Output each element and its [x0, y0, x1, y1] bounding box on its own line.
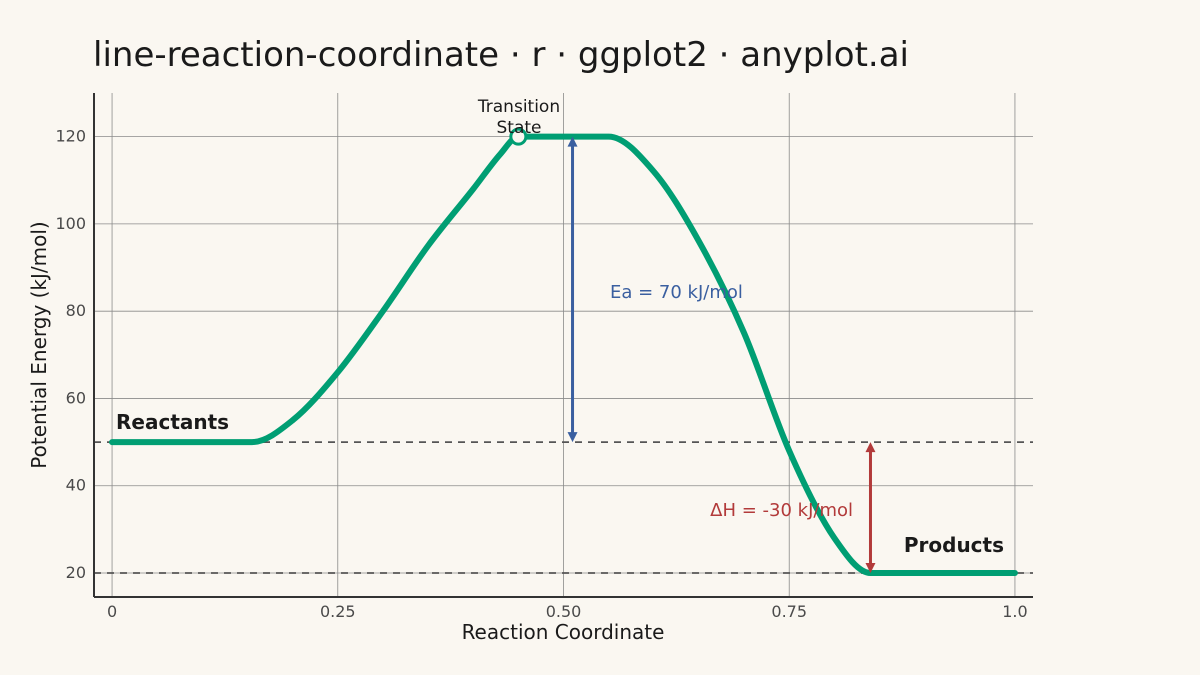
y-tick-label: 20 [66, 563, 86, 582]
reactants-label: Reactants [116, 410, 229, 434]
series [109, 127, 1018, 577]
y-tick-label: 40 [66, 476, 86, 495]
activation-energy-label: Ea = 70 kJ/mol [610, 282, 743, 303]
transition-state-label-line2: State [497, 118, 542, 138]
axes [93, 93, 1033, 598]
x-tick-label: 0 [107, 602, 117, 621]
x-tick-label: 0.50 [546, 602, 582, 621]
y-tick-label: 80 [66, 301, 86, 320]
enthalpy-change-arrow-head-top [865, 442, 876, 453]
x-tick-label: 0.25 [320, 602, 356, 621]
activation-energy-arrow-head-bottom [567, 432, 578, 443]
grid [94, 93, 1033, 597]
transition-state-marker [509, 127, 528, 146]
y-tick-label: 60 [66, 388, 86, 407]
enthalpy-change-arrow-head-bottom [865, 563, 876, 573]
activation-energy-arrow-head-top [567, 136, 578, 147]
y-tick-label: 100 [55, 214, 86, 233]
energy-curve [109, 133, 1018, 577]
y-axis-title: Potential Energy (kJ/mol) [27, 221, 51, 468]
tick-labels: 0 0.25 0.50 0.75 1.0 20 40 60 80 100 120 [55, 127, 1027, 621]
enthalpy-change-label: ΔH = -30 kJ/mol [710, 500, 853, 521]
x-axis-title: Reaction Coordinate [462, 620, 665, 644]
x-tick-label: 0.75 [771, 602, 807, 621]
products-label: Products [904, 533, 1004, 557]
annotations: Reactants Products Transition State Ea =… [116, 97, 1004, 573]
transition-state-label-line1: Transition [477, 97, 560, 117]
y-tick-label: 120 [55, 127, 86, 146]
chart-title: line-reaction-coordinate · r · ggplot2 ·… [93, 35, 909, 75]
x-tick-label: 1.0 [1002, 602, 1027, 621]
